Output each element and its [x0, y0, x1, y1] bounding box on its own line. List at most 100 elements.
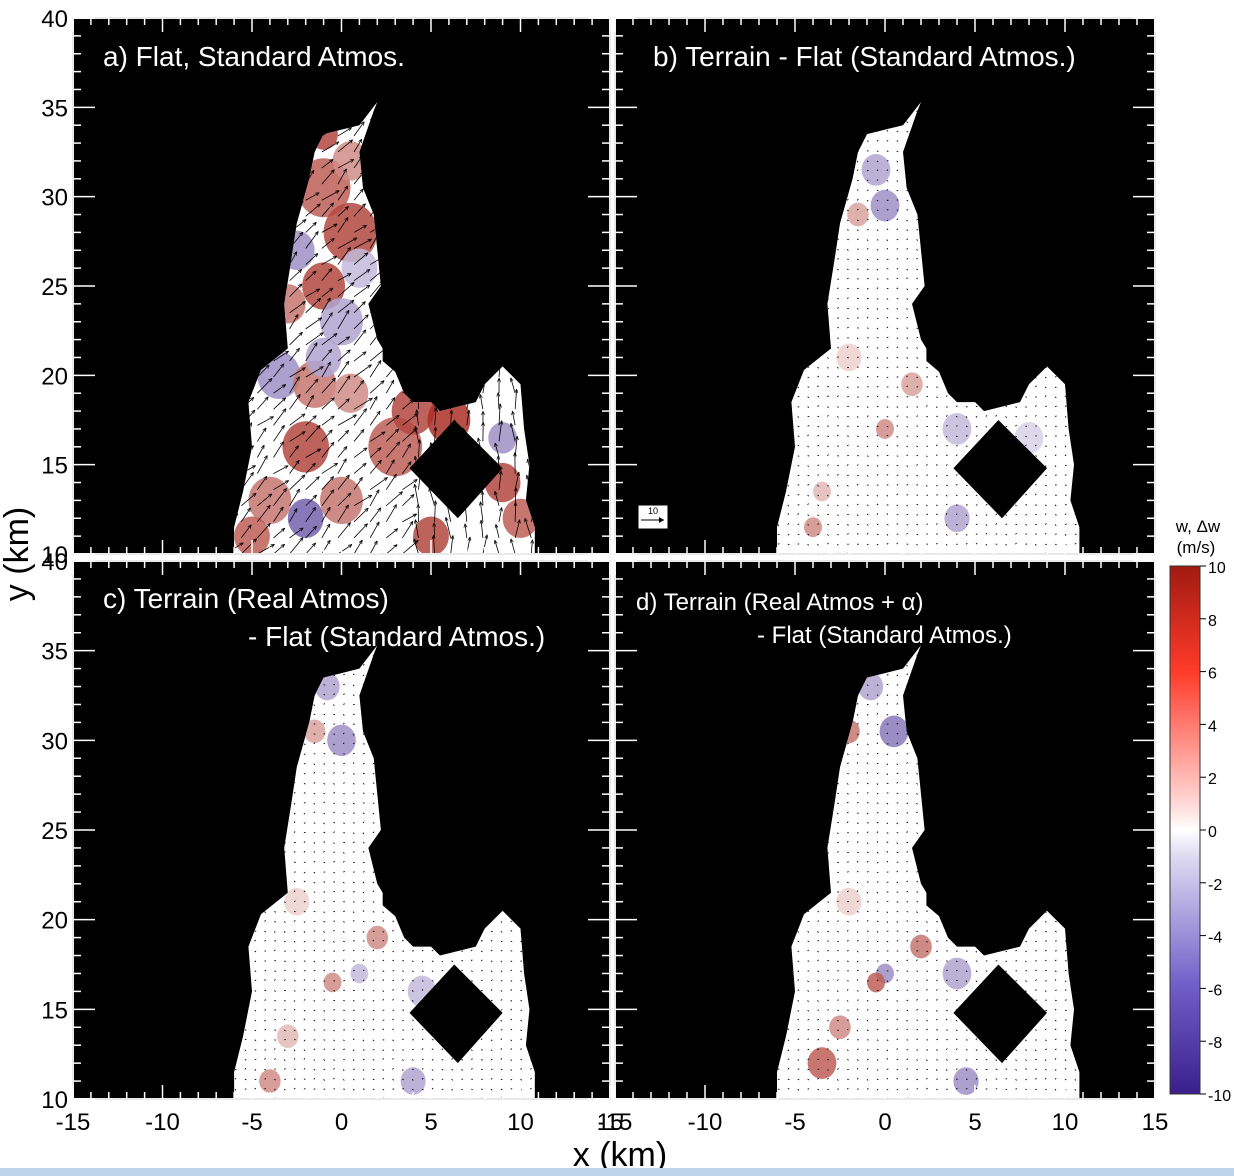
wind-vector	[303, 1057, 306, 1060]
wind-vector	[293, 1029, 296, 1032]
wind-vector	[856, 346, 859, 349]
wind-vector	[896, 395, 899, 398]
wind-vector	[274, 1088, 276, 1091]
vector-head	[298, 331, 303, 337]
wind-vector	[333, 940, 335, 943]
wind-vector	[450, 535, 454, 554]
wind-vector	[313, 1077, 316, 1080]
wind-vector	[935, 542, 938, 545]
vector-head	[480, 490, 485, 495]
wind-vector	[321, 441, 335, 458]
wind-vector	[490, 989, 493, 991]
wind-vector	[343, 871, 345, 873]
w-field	[259, 672, 437, 1095]
wind-vector	[866, 694, 869, 696]
wind-vector	[369, 507, 382, 523]
wind-vector	[274, 1058, 276, 1060]
wind-vector	[482, 534, 488, 554]
wind-vector	[421, 960, 424, 963]
wind-vector	[876, 1018, 879, 1021]
wind-vector	[362, 783, 365, 785]
wind-vector	[369, 410, 381, 426]
wind-vector	[847, 762, 849, 765]
wind-vector	[362, 1069, 365, 1071]
wind-vector	[244, 1067, 247, 1070]
wind-vector	[303, 940, 306, 943]
wind-vector	[906, 742, 909, 745]
wind-vector	[337, 336, 350, 346]
wind-vector	[886, 533, 889, 536]
wind-vector	[337, 446, 348, 458]
wind-vector	[293, 920, 296, 922]
wind-vector	[510, 538, 516, 554]
vector-head	[299, 231, 304, 237]
wind-vector	[382, 959, 385, 962]
wind-vector	[289, 445, 299, 458]
wind-vector	[1025, 524, 1028, 526]
wind-vector	[856, 860, 859, 863]
wind-vector	[896, 742, 898, 745]
wind-vector	[866, 239, 869, 241]
wind-vector	[480, 979, 483, 982]
wind-vector	[837, 979, 839, 981]
wind-vector	[283, 1049, 286, 1052]
wind-vector	[916, 110, 918, 113]
wind-vector	[916, 464, 918, 466]
wind-vector	[916, 239, 919, 241]
wind-vector	[402, 979, 404, 981]
wind-vector	[1035, 474, 1037, 477]
vector-head	[373, 540, 378, 545]
wind-vector	[321, 169, 335, 185]
wind-vector	[464, 500, 468, 522]
vector-head	[418, 472, 422, 477]
wind-vector	[461, 1088, 463, 1091]
vector-head	[352, 237, 358, 242]
wind-vector	[856, 911, 859, 913]
wind-vector	[846, 533, 849, 535]
wind-vector	[431, 970, 434, 973]
vector-head	[280, 527, 286, 532]
wind-vector	[283, 979, 286, 981]
wind-vector	[293, 1019, 296, 1022]
wind-vector	[935, 475, 938, 477]
vector-head	[414, 539, 419, 545]
wind-vector	[337, 544, 353, 554]
wind-vector	[866, 861, 869, 863]
wind-vector	[906, 1058, 909, 1060]
wind-vector	[470, 1038, 473, 1041]
wind-vector	[421, 980, 424, 982]
wind-vector	[886, 366, 889, 369]
w-anomaly	[836, 343, 862, 372]
wind-vector	[856, 990, 859, 992]
wind-vector	[240, 507, 251, 523]
wind-vector	[866, 1009, 869, 1011]
wind-vector	[303, 850, 306, 853]
wind-vector	[896, 921, 899, 923]
wind-vector	[856, 464, 859, 466]
wind-vector	[342, 881, 345, 884]
wind-vector	[807, 425, 810, 427]
wind-vector	[876, 733, 879, 736]
wind-vector	[886, 326, 889, 329]
wind-vector	[337, 168, 347, 185]
wind-vector	[896, 703, 899, 705]
wind-vector	[827, 494, 829, 497]
wind-vector	[856, 258, 859, 261]
wind-vector	[886, 841, 889, 843]
wind-vector	[1054, 454, 1057, 457]
wind-vector	[293, 1000, 296, 1002]
wind-vector	[876, 385, 879, 388]
wind-vector	[500, 990, 503, 992]
vector-head	[330, 489, 335, 494]
wind-vector	[906, 445, 908, 448]
wind-vector	[520, 1029, 523, 1032]
wind-vector	[352, 1038, 355, 1041]
wind-vector	[303, 792, 306, 794]
wind-vector	[254, 979, 257, 982]
wind-vector	[303, 999, 306, 1001]
wind-vector	[490, 1029, 493, 1032]
vector-head	[358, 476, 363, 482]
wind-vector	[935, 375, 938, 378]
wind-vector	[1044, 523, 1047, 525]
wind-vector	[807, 514, 810, 516]
